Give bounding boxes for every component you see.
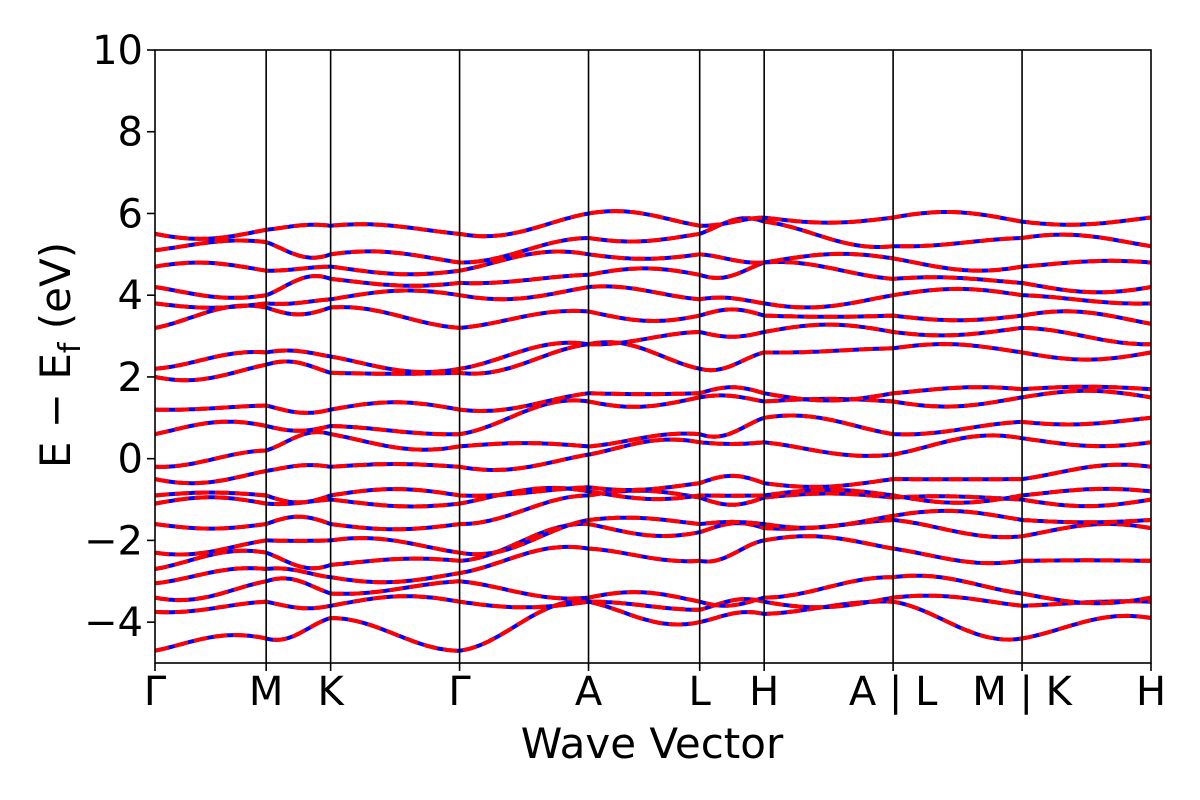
band-line-spin-down: [154, 599, 1152, 653]
band-line-spin-down: [154, 462, 1152, 505]
y-tick-label: 4: [118, 273, 143, 319]
x-tick-label: A: [575, 669, 603, 715]
bands-layer: [154, 209, 1152, 653]
band-line-spin-down: [154, 209, 1152, 241]
y-axis-title-tail: (eV): [31, 242, 80, 343]
y-tick-label: 10: [92, 28, 143, 74]
band-line-spin-down: [154, 216, 1152, 265]
band-line-spin-down: [154, 284, 1152, 310]
x-tick-label: M: [249, 669, 284, 715]
x-tick-label: Γ: [448, 669, 471, 715]
x-tick-label: A | L: [849, 669, 938, 715]
x-tick-label: H: [1136, 669, 1166, 715]
band-line-spin-down: [154, 517, 1152, 571]
band-line-spin-down: [154, 322, 1152, 374]
y-axis-title-main: E − E: [31, 353, 80, 468]
y-tick-label: 0: [118, 437, 143, 483]
band-line-spin-down: [154, 413, 1152, 469]
band-line-spin-down: [154, 388, 1152, 437]
x-axis-title: Wave Vector: [521, 719, 784, 768]
x-tick-label: L: [689, 669, 712, 715]
y-axis-ticks: −4 −2 0 2 4 6 8 10: [84, 28, 155, 646]
band-line-spin-down: [154, 508, 1152, 557]
band-line-spin-down: [154, 303, 1152, 330]
plot-frame: [154, 49, 1152, 664]
band-line-spin-down: [154, 573, 1152, 608]
y-axis-title-subscript: f: [53, 341, 88, 353]
y-tick-label: −2: [84, 518, 143, 564]
band-line-spin-down: [154, 260, 1152, 300]
band-line-spin-down: [154, 340, 1152, 383]
x-tick-label: M | K: [972, 669, 1073, 715]
y-tick-label: 8: [118, 110, 143, 156]
y-tick-label: 6: [118, 191, 143, 237]
band-line-spin-down: [154, 534, 1151, 586]
x-tick-label: K: [318, 669, 346, 715]
kpoint-divider-lines: [265, 50, 1023, 663]
y-tick-label: −4: [84, 600, 143, 646]
band-line-spin-down: [154, 384, 1152, 415]
band-line-spin-down: [154, 488, 1152, 532]
band-line-spin-down: [154, 249, 1152, 277]
x-tick-label: Γ: [144, 669, 167, 715]
x-tick-label: H: [749, 669, 779, 715]
band-line-spin-down: [154, 433, 1152, 486]
y-tick-label: 2: [118, 355, 143, 401]
band-line-spin-down: [154, 593, 1152, 615]
y-axis-title: E − Ef (eV): [31, 242, 88, 468]
